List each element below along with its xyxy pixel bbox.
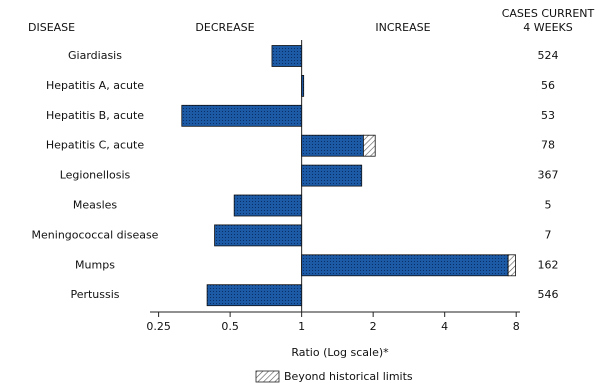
bar xyxy=(301,164,363,187)
cases-value: 5 xyxy=(545,199,552,212)
header-increase: INCREASE xyxy=(375,21,430,34)
bar-beyond-limits xyxy=(507,254,516,277)
x-axis-title: Ratio (Log scale)* xyxy=(291,346,389,359)
category-label: Mumps xyxy=(75,258,115,271)
category-label: Meningococcal disease xyxy=(32,228,159,241)
category-label: Hepatitis C, acute xyxy=(46,139,144,152)
legend-swatch xyxy=(255,370,280,383)
category-label: Legionellosis xyxy=(60,169,131,182)
bar xyxy=(301,134,364,157)
cases-value: 524 xyxy=(538,49,559,62)
category-label: Pertussis xyxy=(70,288,119,301)
bar xyxy=(301,75,305,97)
header-decrease: DECREASE xyxy=(195,21,254,34)
bar xyxy=(214,224,303,247)
x-tick-label: 0.5 xyxy=(221,320,239,333)
cases-value: 367 xyxy=(538,169,559,182)
x-tick-label: 8 xyxy=(513,320,520,333)
cases-value: 162 xyxy=(538,258,559,271)
bar xyxy=(301,254,509,277)
category-label: Giardiasis xyxy=(68,49,122,62)
category-label: Hepatitis A, acute xyxy=(46,79,144,92)
category-label: Measles xyxy=(73,199,118,212)
cases-value: 78 xyxy=(541,139,555,152)
bar xyxy=(181,104,303,127)
bar xyxy=(206,284,303,307)
bar xyxy=(271,45,303,67)
x-tick-label: 2 xyxy=(370,320,377,333)
x-tick-label: 4 xyxy=(441,320,448,333)
header-cases: 4 WEEKS xyxy=(523,21,572,34)
bar-beyond-limits xyxy=(363,134,376,157)
category-label: Hepatitis B, acute xyxy=(46,109,144,122)
x-tick-label: 1 xyxy=(298,320,305,333)
legend-label: Beyond historical limits xyxy=(284,370,413,383)
cases-value: 56 xyxy=(541,79,555,92)
x-tick-label: 0.25 xyxy=(146,320,171,333)
bar xyxy=(233,194,303,217)
cases-value: 546 xyxy=(538,288,559,301)
header-cases: CASES CURRENT xyxy=(502,7,595,20)
cases-value: 53 xyxy=(541,109,555,122)
header-disease: DISEASE xyxy=(28,21,75,34)
cases-value: 7 xyxy=(545,228,552,241)
